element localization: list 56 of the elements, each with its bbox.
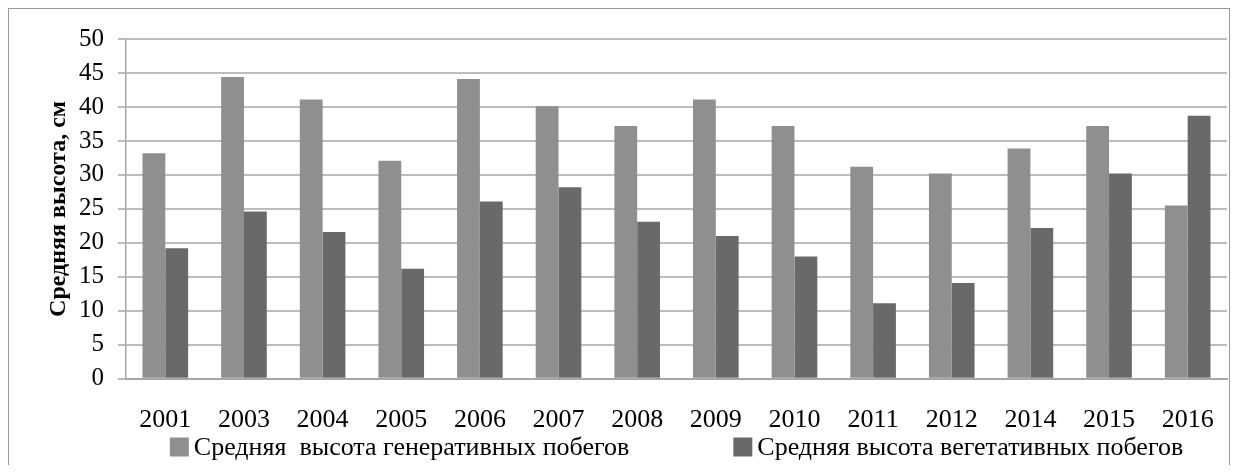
- y-tick-label: 25: [79, 193, 104, 221]
- bar: [1187, 115, 1211, 378]
- y-tick-label: 5: [91, 329, 104, 357]
- x-tick-label: 2004: [296, 404, 349, 434]
- bar: [928, 173, 952, 378]
- legend-label: Средняя высота вегетативных побегов: [757, 431, 1184, 461]
- legend-label: Средняя высота генеративных побегов: [193, 431, 630, 461]
- bar: [165, 248, 189, 378]
- x-tick-label: 2007: [532, 404, 585, 434]
- bar: [1164, 205, 1188, 378]
- bar: [951, 282, 975, 378]
- bar: [1030, 227, 1054, 378]
- bar: [221, 77, 244, 378]
- bar: [535, 106, 559, 378]
- bar: [614, 125, 638, 378]
- bar: [1086, 125, 1110, 378]
- y-tick-label: 50: [79, 23, 104, 51]
- bar: [637, 221, 660, 378]
- y-tick-label: 40: [79, 91, 104, 119]
- bar: [1007, 148, 1031, 378]
- y-axis-title: Средняя высота, см: [43, 100, 70, 317]
- bar: [401, 268, 425, 378]
- y-tick-label: 45: [79, 57, 104, 85]
- bar: [558, 187, 582, 378]
- bar: [322, 232, 346, 378]
- bar: [299, 99, 323, 378]
- bar: [243, 211, 267, 378]
- bar: [693, 99, 716, 378]
- x-tick-label: 2005: [375, 404, 428, 434]
- bar: [457, 79, 480, 378]
- x-tick-label: 2014: [1004, 404, 1057, 434]
- bar: [142, 153, 166, 378]
- bar: [873, 303, 896, 378]
- y-tick-label: 10: [79, 295, 104, 323]
- x-tick-label: 2006: [453, 404, 506, 434]
- y-tick-label: 20: [79, 227, 104, 255]
- x-tick-label: 2016: [1161, 404, 1214, 434]
- bar: [771, 125, 795, 378]
- x-tick-label: 2012: [925, 404, 978, 434]
- bar: [479, 201, 503, 378]
- x-tick-label: 2015: [1083, 404, 1136, 434]
- x-tick-label: 2010: [768, 404, 821, 434]
- x-tick-label: 2003: [217, 404, 270, 434]
- y-tick-label: 35: [79, 125, 104, 153]
- x-tick-label: 2008: [611, 404, 664, 434]
- x-tick-label: 2011: [847, 404, 899, 434]
- bar: [378, 160, 402, 378]
- bar: [1109, 173, 1132, 378]
- y-tick-label: 0: [91, 363, 104, 391]
- y-tick-label: 15: [79, 261, 104, 289]
- bar: [715, 236, 739, 378]
- y-tick-label: 30: [79, 159, 104, 187]
- x-tick-label: 2009: [689, 404, 742, 434]
- bar: [850, 166, 874, 378]
- bar: [794, 256, 818, 378]
- x-tick-label: 2001: [139, 404, 192, 434]
